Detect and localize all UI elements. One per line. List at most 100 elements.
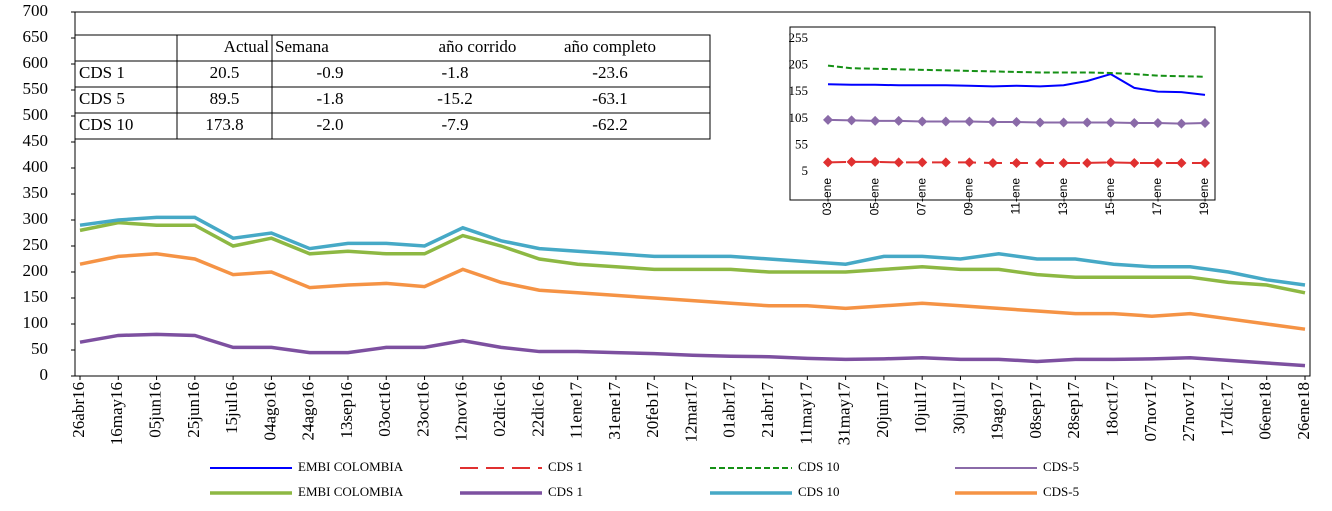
inset-x-tick-label: 13-ene <box>1056 178 1070 216</box>
y-tick-label: 0 <box>40 365 49 384</box>
inset-marker <box>940 116 951 127</box>
legend-label: EMBI COLOMBIA <box>298 459 404 474</box>
inset-marker <box>1105 157 1116 168</box>
inset-marker <box>917 157 928 168</box>
x-tick-label: 06ene18 <box>1256 382 1275 440</box>
x-tick-label: 20feb17 <box>643 382 662 438</box>
x-tick-label: 05jun16 <box>145 382 164 438</box>
legend-label: CDS 1 <box>548 484 583 499</box>
table-cell: -63.1 <box>592 89 627 108</box>
x-tick-label: 20jun17 <box>873 382 892 438</box>
inset-x-tick-label: 03-ene <box>820 178 834 216</box>
inset-x-tick-label: 19-ene <box>1197 178 1211 216</box>
series-line <box>79 220 1306 295</box>
legend-label: CDS-5 <box>1043 459 1079 474</box>
inset-marker <box>870 115 881 126</box>
inset-marker <box>1200 118 1210 129</box>
table-cell: -23.6 <box>592 63 627 82</box>
inset-marker <box>1058 117 1069 128</box>
y-tick-label: 100 <box>23 313 49 332</box>
inset-marker <box>1129 118 1140 129</box>
inset-y-tick-label: 205 <box>789 57 809 72</box>
x-tick-label: 28sep17 <box>1064 382 1083 439</box>
series-line <box>79 252 1306 331</box>
inset-marker <box>893 115 904 126</box>
x-tick-label: 08sep17 <box>1026 382 1045 439</box>
inset-x-tick-label: 09-ene <box>962 178 976 216</box>
inset-marker <box>1011 157 1022 168</box>
series-line <box>79 215 1306 287</box>
x-tick-label: 11ene17 <box>567 382 586 439</box>
inset-marker <box>846 115 857 126</box>
inset-marker <box>987 116 998 127</box>
inset-y-tick-label: 255 <box>789 30 809 45</box>
inset-marker <box>846 156 857 167</box>
y-tick-label: 650 <box>23 27 49 46</box>
x-tick-label: 01abr17 <box>720 382 739 438</box>
table-header: Actual <box>224 37 270 56</box>
inset-marker <box>1176 157 1187 168</box>
inset-marker <box>1129 157 1140 168</box>
x-tick-label: 24ago16 <box>299 382 318 441</box>
y-tick-label: 50 <box>31 339 48 358</box>
y-tick-label: 450 <box>23 131 49 150</box>
x-tick-label: 21abr17 <box>758 382 777 438</box>
table-cell: -62.2 <box>592 115 627 134</box>
inset-marker <box>823 114 833 125</box>
table-cell: -15.2 <box>437 89 472 108</box>
x-tick-label: 22dic16 <box>528 382 547 437</box>
inset-line <box>827 73 1206 96</box>
inset-x-tick-label: 17-ene <box>1150 178 1164 216</box>
x-tick-label: 03oct16 <box>375 382 394 437</box>
table-cell: 89.5 <box>210 89 240 108</box>
inset-y-tick-label: 155 <box>789 83 809 98</box>
x-tick-label: 19ago17 <box>988 382 1007 441</box>
inset-marker <box>964 116 975 127</box>
x-tick-label: 31ene17 <box>605 382 624 440</box>
x-tick-label: 27nov17 <box>1179 382 1198 442</box>
x-tick-label: 26ene18 <box>1294 382 1313 440</box>
x-tick-label: 12mar17 <box>681 382 700 443</box>
inset-y-tick-label: 55 <box>795 136 808 151</box>
inset-x-tick-label: 11-ene <box>1009 178 1023 215</box>
table-cell: -7.9 <box>442 115 469 134</box>
table-cell: -0.9 <box>317 63 344 82</box>
x-tick-label: 30jul17 <box>949 382 968 434</box>
inset-x-tick-label: 15-ene <box>1103 178 1117 216</box>
inset-marker <box>1082 157 1093 168</box>
x-tick-label: 16may16 <box>107 382 126 445</box>
inset-marker <box>1035 117 1046 128</box>
x-tick-label: 18oct17 <box>1103 382 1122 437</box>
table-cell: 173.8 <box>205 115 243 134</box>
legend-label: EMBI COLOMBIA <box>298 484 404 499</box>
x-tick-label: 02dic16 <box>490 382 509 437</box>
y-tick-label: 400 <box>23 157 49 176</box>
x-tick-label: 07nov17 <box>1141 382 1160 442</box>
inset-marker <box>1082 117 1093 128</box>
y-tick-label: 500 <box>23 105 49 124</box>
inset-marker <box>1011 116 1022 127</box>
x-tick-label: 25jun16 <box>184 382 203 438</box>
inset-marker <box>1176 118 1187 129</box>
x-tick-label: 12nov16 <box>452 382 471 442</box>
y-tick-label: 700 <box>23 1 49 20</box>
inset-marker <box>940 157 951 168</box>
table-cell: CDS 10 <box>79 115 133 134</box>
table-cell: 20.5 <box>210 63 240 82</box>
y-tick-label: 600 <box>23 53 49 72</box>
x-tick-label: 13sep16 <box>337 382 356 439</box>
inset-marker <box>1105 117 1116 128</box>
inset-x-tick-label: 07-ene <box>914 178 928 216</box>
legend-label: CDS 10 <box>798 459 840 474</box>
y-tick-label: 300 <box>23 209 49 228</box>
table-cell: CDS 1 <box>79 63 125 82</box>
y-tick-label: 200 <box>23 261 49 280</box>
table-header: año completo <box>564 37 656 56</box>
inset-y-tick-label: 5 <box>802 163 809 178</box>
table-cell: -1.8 <box>317 89 344 108</box>
inset-marker <box>870 156 881 167</box>
y-tick-label: 150 <box>23 287 49 306</box>
y-tick-label: 550 <box>23 79 49 98</box>
x-tick-label: 04ago16 <box>260 382 279 441</box>
table-cell: CDS 5 <box>79 89 125 108</box>
